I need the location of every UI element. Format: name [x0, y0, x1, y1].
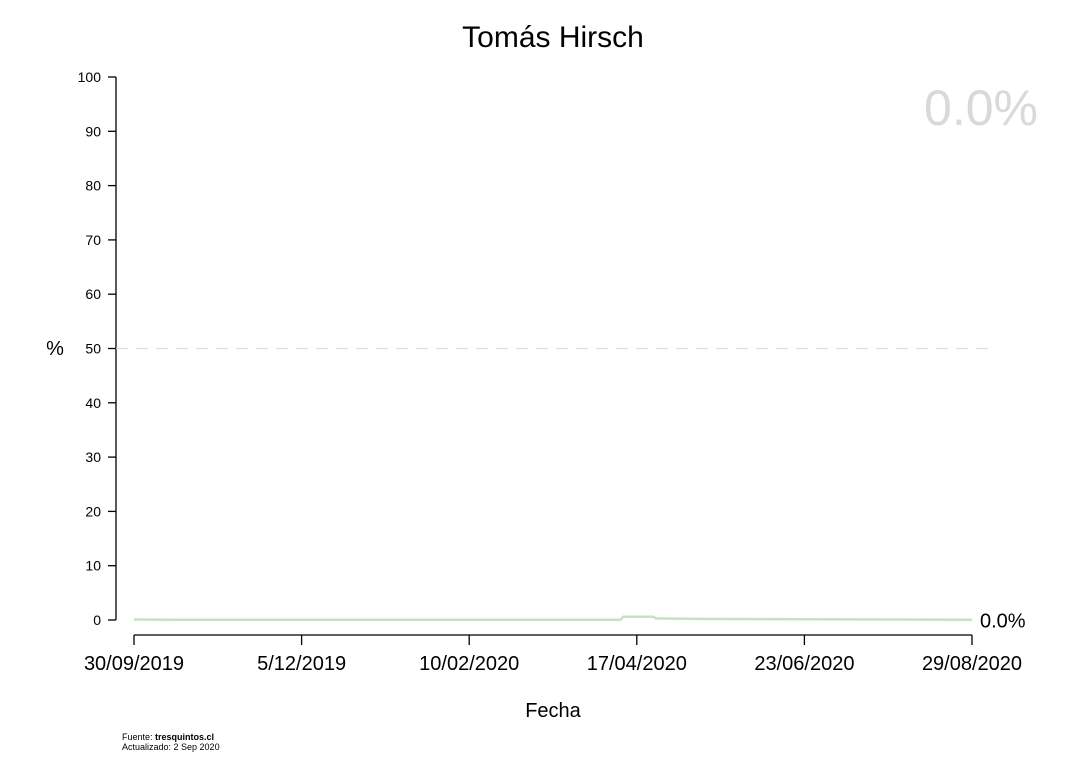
x-tick-label: 30/09/2019 — [84, 653, 184, 675]
y-tick-label: 40 — [85, 395, 101, 411]
y-tick-label: 70 — [85, 232, 101, 248]
x-tick-label: 29/08/2020 — [922, 653, 1022, 675]
x-tick-label: 17/04/2020 — [587, 653, 687, 675]
x-tick-label: 10/02/2020 — [419, 653, 519, 675]
y-tick-label: 20 — [85, 503, 101, 519]
updated-line: Actualizado: 2 Sep 2020 — [122, 742, 220, 752]
end-value-label: 0.0% — [980, 611, 1026, 633]
y-tick-label: 80 — [85, 178, 101, 194]
y-tick-label: 100 — [78, 69, 102, 85]
source-prefix: Fuente: — [122, 732, 156, 742]
footer: Fuente: tresquintos.cl Actualizado: 2 Se… — [122, 732, 220, 752]
y-tick-label: 10 — [85, 558, 101, 574]
y-tick-label: 90 — [85, 123, 101, 139]
x-tick-label: 5/12/2019 — [257, 653, 346, 675]
x-axis-label: Fecha — [525, 700, 581, 722]
source-line: Fuente: tresquintos.cl — [122, 732, 220, 742]
y-tick-label: 50 — [85, 341, 101, 357]
y-axis-label: % — [46, 338, 64, 360]
chart-title: Tomás Hirsch — [462, 21, 644, 54]
y-tick-label: 60 — [85, 286, 101, 302]
current-value-label: 0.0% — [924, 80, 1038, 136]
source-link[interactable]: tresquintos.cl — [155, 732, 215, 742]
y-tick-label: 0 — [93, 612, 101, 628]
series-line — [133, 615, 973, 621]
x-tick-label: 23/06/2020 — [754, 653, 854, 675]
y-tick-label: 30 — [85, 449, 101, 465]
